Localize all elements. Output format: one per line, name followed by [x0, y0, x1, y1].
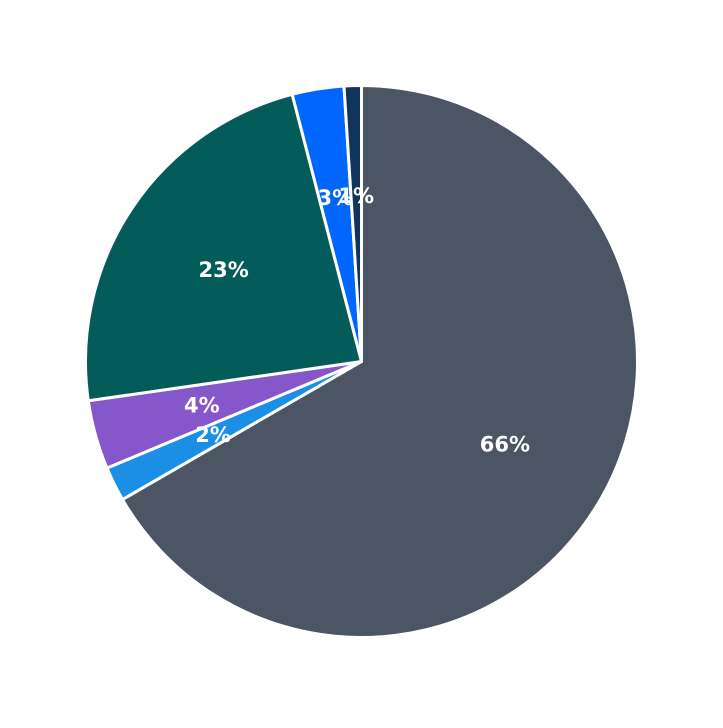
pie-slice-3: [84, 92, 363, 403]
pie-slice-label-0: 66%: [480, 432, 530, 456]
pie-slice-label-5: 1%: [338, 184, 374, 208]
pie-slice-label-2: 4%: [184, 394, 220, 418]
pie-slices: [84, 84, 639, 639]
pie-slice-label-3: 23%: [198, 258, 248, 282]
pie-slice-label-4: 3%: [318, 186, 354, 210]
pie-slice-5: [342, 84, 363, 363]
pie-labels: 66% 2% 4% 23% 3%1%: [184, 184, 530, 456]
pie-slice-label-1: 2%: [195, 423, 231, 447]
pie-slice-0: [120, 84, 639, 639]
